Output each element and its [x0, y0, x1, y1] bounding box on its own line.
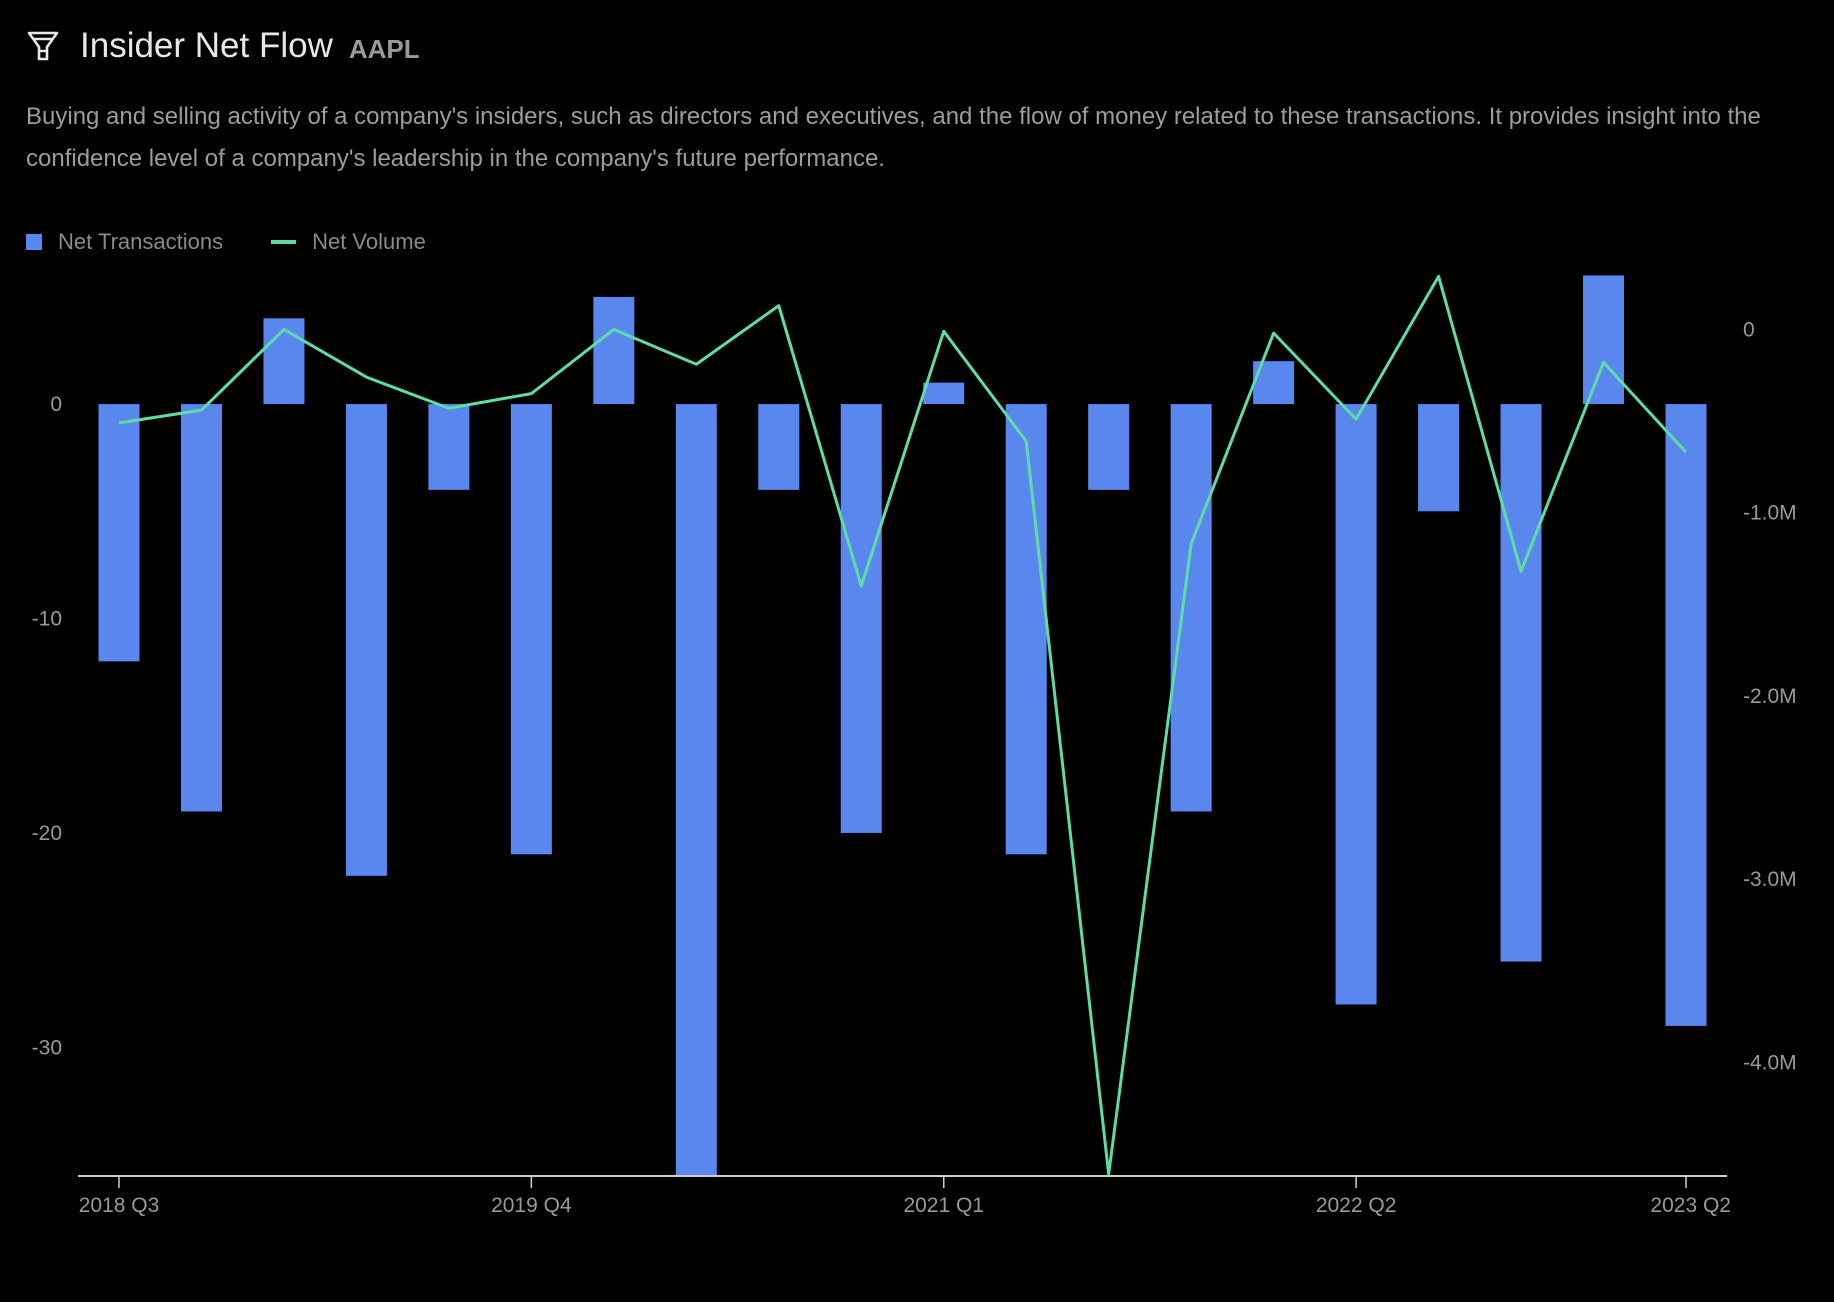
bar-2022-Q3: [1418, 404, 1460, 512]
x-tick-label: 2019 Q4: [491, 1194, 572, 1217]
bar-2021-Q3: [1088, 404, 1130, 490]
y-right-tick-label: -3.0M: [1743, 868, 1797, 891]
x-tick-label: 2021 Q1: [903, 1194, 984, 1217]
bar-2018-Q3: [98, 404, 140, 662]
bar-2022-Q4: [1500, 404, 1542, 962]
bar-2018-Q4: [180, 404, 222, 812]
chart-description: Buying and selling activity of a company…: [26, 103, 1761, 172]
legend-line-swatch: [271, 240, 297, 244]
funnel-icon: [27, 31, 59, 61]
y-left-tick-label: -20: [32, 822, 62, 845]
bar-2020-Q3: [758, 404, 800, 490]
bar-2019-Q1: [263, 318, 305, 405]
bar-2019-Q4: [510, 404, 552, 855]
bar-2023-Q1: [1583, 275, 1625, 405]
chart-header: Insider Net Flow AAPL: [26, 26, 420, 66]
ticker-symbol: AAPL: [348, 33, 420, 64]
legend: Net Transactions Net Volume: [26, 229, 474, 255]
y-right-tick-label: 0: [1743, 318, 1755, 341]
y-left-tick-label: 0: [50, 393, 62, 416]
x-tick-label: 2023 Q2: [1650, 1194, 1731, 1217]
bar-2021-Q2: [1005, 404, 1047, 855]
bar-2020-Q4: [840, 404, 882, 833]
net-volume-line: [118, 274, 1688, 1176]
y-right-tick-label: -4.0M: [1743, 1051, 1797, 1074]
x-tick-label: 2022 Q2: [1316, 1194, 1397, 1217]
legend-label: Net Transactions: [58, 229, 224, 254]
bar-2022-Q2: [1335, 404, 1377, 1005]
x-tick-label: 2018 Q3: [79, 1194, 160, 1217]
legend-item-net-transactions[interactable]: Net Transactions: [26, 229, 223, 255]
legend-item-net-volume[interactable]: Net Volume: [271, 229, 426, 255]
bar-2021-Q1: [923, 382, 965, 405]
bar-2020-Q2: [675, 404, 717, 1177]
y-left-tick-label: -30: [32, 1036, 62, 1059]
bar-2020-Q1: [593, 296, 635, 405]
legend-bar-swatch: [26, 234, 42, 250]
chart-title: Insider Net Flow: [80, 26, 333, 65]
bar-2021-Q4: [1170, 404, 1212, 812]
bar-2023-Q2: [1665, 404, 1707, 1026]
legend-label: Net Volume: [312, 229, 426, 254]
y-right-tick-label: -2.0M: [1743, 685, 1797, 708]
bar-2019-Q2: [345, 404, 387, 876]
y-left-tick-label: -10: [32, 608, 62, 631]
y-right-tick-label: -1.0M: [1743, 502, 1797, 525]
bar-2019-Q3: [428, 404, 470, 490]
